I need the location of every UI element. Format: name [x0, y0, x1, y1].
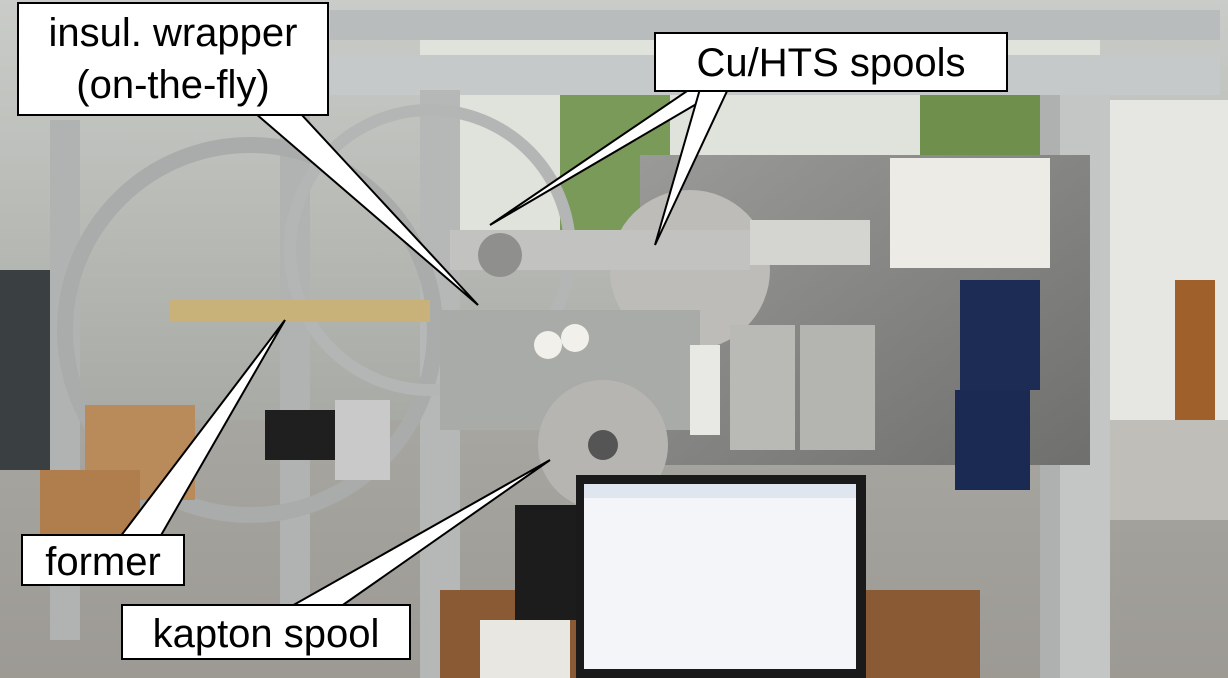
callout-insul-wrapper: insul. wrapper (on-the-fly)	[18, 3, 328, 115]
callout-former: former	[22, 535, 184, 585]
callout-label: insul. wrapper	[48, 11, 297, 55]
callout-label: Cu/HTS spools	[697, 41, 966, 85]
callout-label: (on-the-fly)	[76, 63, 269, 107]
page: insul. wrapper (on-the-fly) Cu/HTS spool…	[0, 0, 1228, 678]
callout-label: kapton spool	[153, 612, 380, 656]
callout-label: former	[45, 540, 161, 584]
callout-kapton: kapton spool	[122, 605, 410, 659]
photo: insul. wrapper (on-the-fly) Cu/HTS spool…	[0, 0, 1228, 678]
callout-cu-hts: Cu/HTS spools	[655, 33, 1007, 91]
